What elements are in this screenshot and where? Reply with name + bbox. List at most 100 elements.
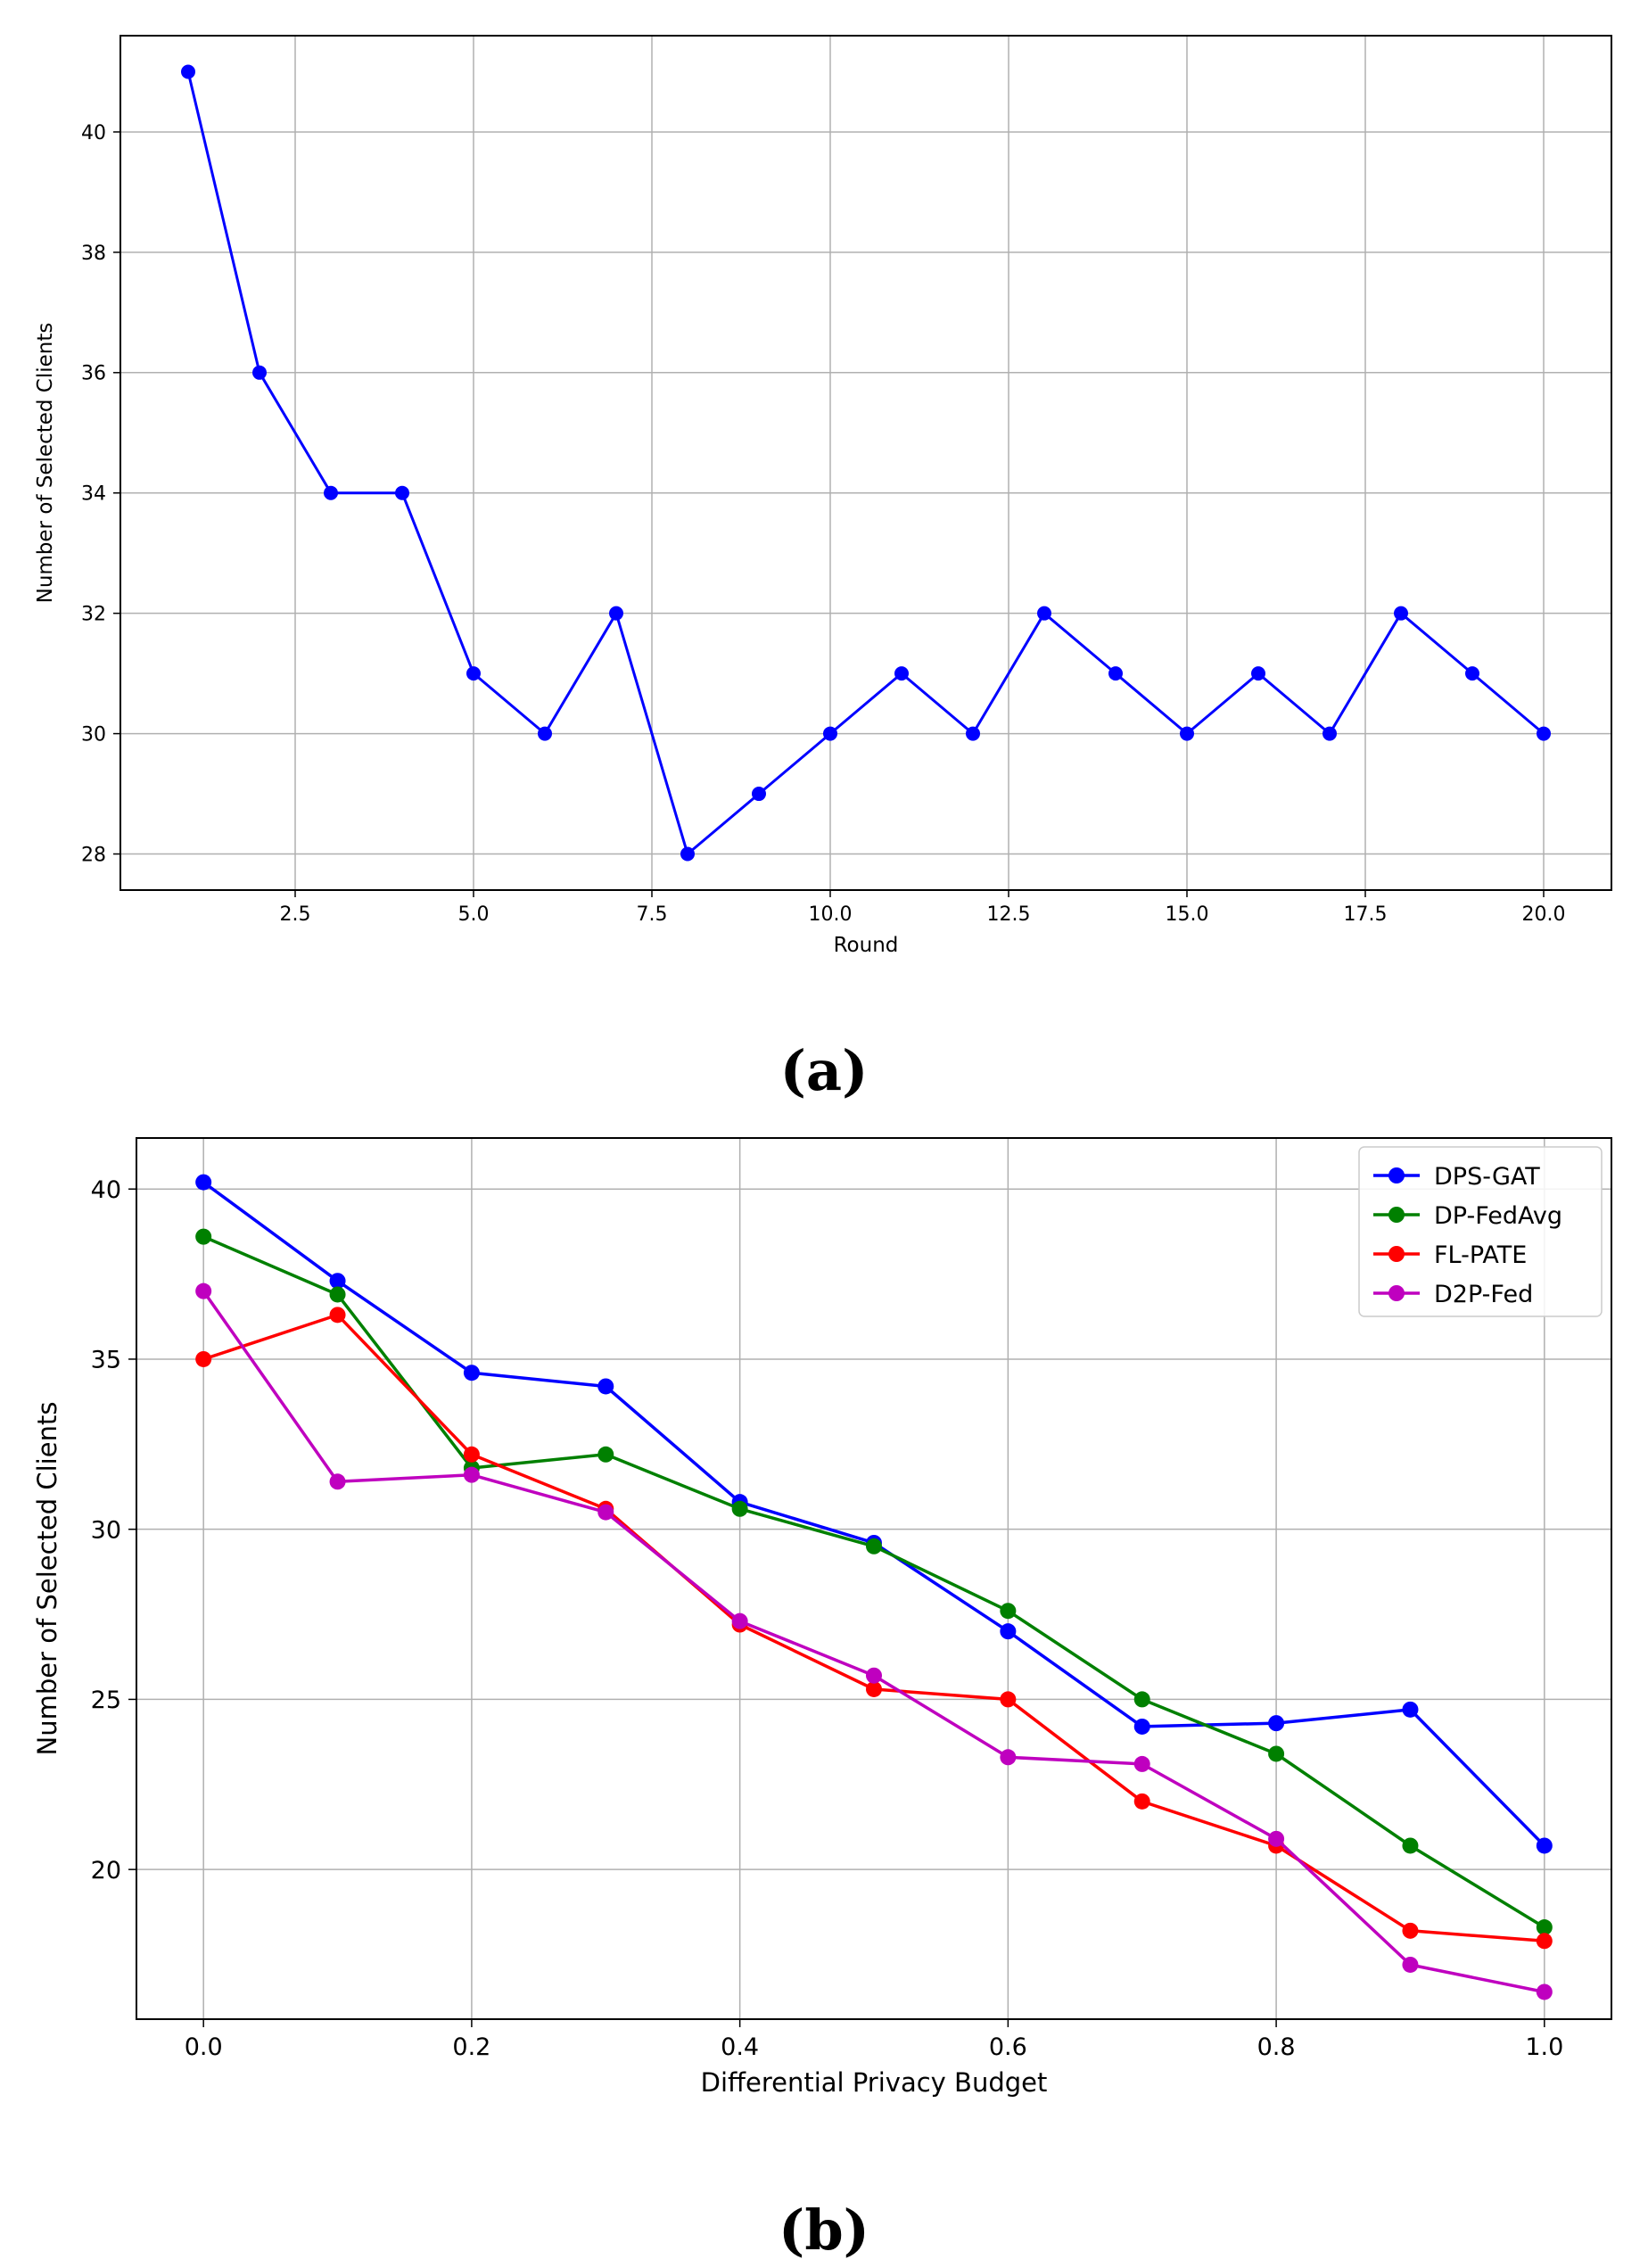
chart-b-data-point [1133,1718,1150,1735]
chart-a-data-point [1394,606,1408,621]
chart-b-data-point [1268,1745,1285,1762]
legend-entry-label: DPS-GAT [1434,1163,1540,1191]
chart-a-data-point [609,606,623,621]
chart-b-data-point [731,1612,748,1629]
chart-a-x-axis-label: Round [834,934,899,957]
chart-a-data-point [966,726,980,741]
chart-a-y-tick-label: 34 [81,483,106,506]
chart-b-series-line-1 [202,1234,1545,1929]
chart-a-y-tick-label: 36 [81,363,106,385]
chart-a-data-point [752,787,766,802]
chart-b-data-point [195,1350,212,1367]
chart-a-y-tick-label: 30 [81,724,106,746]
chart-a-data-point [395,485,409,500]
chart-a-data-point [823,726,837,741]
chart-b-data-point [731,1500,748,1517]
chart-a-y-tick-label: 28 [81,844,106,866]
chart-a-plot-frame [119,35,1612,891]
chart-b-x-tick-label: 0.0 [185,2033,223,2061]
chart-b-data-point [1133,1793,1150,1810]
chart-a-grid [120,36,1611,890]
chart-a-y-ticks: 28 30 32 34 36 38 40 [81,122,120,866]
legend-swatch-marker [1388,1207,1405,1223]
chart-b-data-point [195,1174,212,1191]
chart-a-y-tick-label: 38 [81,243,106,265]
chart-a-x-tick-label: 5.0 [458,903,490,926]
chart-b-data-point [1402,1956,1419,1973]
chart-b-x-ticks: 0.0 0.2 0.4 0.6 0.8 1.0 [185,2019,1563,2061]
chart-b-y-axis-label: Number of Selected Clients [32,1402,62,1756]
chart-b-caption: (b) [779,2198,869,2263]
chart-b-data-point [1402,1922,1419,1939]
chart-b-data-point [1536,1837,1553,1854]
chart-a-data-point [1465,666,1479,681]
chart-b-series-line-2 [202,1313,1545,1943]
chart-a-x-tick-label: 10.0 [809,903,853,926]
chart-b-data-point [866,1680,882,1697]
chart-b-series-line-0 [202,1181,1546,1847]
chart-b-x-tick-label: 0.6 [989,2033,1027,2061]
chart-a-data-point [538,726,552,741]
chart-b-y-ticks: 20 25 30 35 40 [91,1176,136,1885]
chart-b-data-point [463,1466,480,1483]
chart-b-y-tick-label: 25 [91,1687,121,1714]
chart-b-data-point [1133,1755,1150,1772]
chart-a-data-point [680,846,695,862]
chart-a-data-point [324,485,338,500]
chart-b-data-point [329,1286,346,1303]
chart-b-data-point [866,1667,882,1684]
chart-a-data-point [181,64,195,79]
chart-b-x-tick-label: 0.2 [452,2033,490,2061]
chart-b-data-point [1133,1691,1150,1708]
chart-a-data-point [1037,606,1051,621]
chart-b-series [195,1174,1553,2000]
legend-entry-label: D2P-Fed [1434,1281,1533,1308]
chart-b-y-tick-label: 30 [91,1516,121,1544]
chart-b-data-point [1000,1749,1017,1766]
chart-b-y-tick-label: 40 [91,1176,121,1204]
chart-b-y-tick-label: 35 [91,1347,121,1374]
chart-b-x-tick-label: 0.8 [1257,2033,1296,2061]
chart-b-data-point [1268,1830,1285,1847]
chart-a-x-tick-label: 15.0 [1166,903,1209,926]
chart-a-x-tick-label: 20.0 [1522,903,1566,926]
chart-b-data-point [195,1282,212,1299]
chart-b-data-point [1000,1691,1017,1708]
chart-b-plot-frame [136,1137,1612,2020]
chart-a-data-point [466,666,481,681]
chart-a: 2.5 5.0 7.5 10.0 12.5 15.0 17.5 20.0 28 30 32 34 36… [34,35,1612,1103]
chart-a-data-point [894,666,909,681]
legend-box [1358,1146,1603,1317]
chart-b-data-point [1536,1919,1553,1936]
chart-a-y-tick-label: 40 [81,122,106,144]
chart-b-data-point [866,1538,882,1555]
chart-b-data-point [597,1446,614,1463]
chart-a-y-axis-label: Number of Selected Clients [34,323,57,604]
chart-a-data-point [1323,726,1337,741]
legend-entry-label: FL-PATE [1434,1241,1527,1269]
legend-swatch-marker [1388,1246,1405,1262]
chart-b-data-point [1536,1933,1553,1950]
chart-a-x-tick-label: 17.5 [1344,903,1388,926]
chart-a-data-point [1180,726,1194,741]
chart-b-data-point [463,1365,480,1381]
chart-b-data-point [597,1504,614,1521]
chart-b-data-point [463,1446,480,1463]
legend-swatch-marker [1388,1167,1405,1183]
chart-b-x-tick-label: 0.4 [721,2033,759,2061]
legend-entry-label: DP-FedAvg [1434,1202,1562,1230]
chart-a-x-tick-label: 2.5 [280,903,311,926]
chart-b-data-point [1000,1623,1017,1640]
chart-b-data-point [1402,1701,1419,1718]
chart-a-series [181,64,1551,862]
chart-a-x-tick-label: 7.5 [637,903,668,926]
chart-b-data-point [329,1273,346,1290]
chart-a-x-ticks: 2.5 5.0 7.5 10.0 12.5 15.0 17.5 20.0 [280,890,1566,926]
chart-b: 0.0 0.2 0.4 0.6 0.8 1.0 20 25 30 35 40 DPS-GAT DP-… [32,1137,1612,2263]
chart-b-data-point [1402,1837,1419,1854]
legend-swatch-marker [1388,1285,1405,1301]
chart-b-x-tick-label: 1.0 [1525,2033,1563,2061]
chart-a-data-point [1537,726,1551,741]
chart-b-data-point [597,1378,614,1395]
